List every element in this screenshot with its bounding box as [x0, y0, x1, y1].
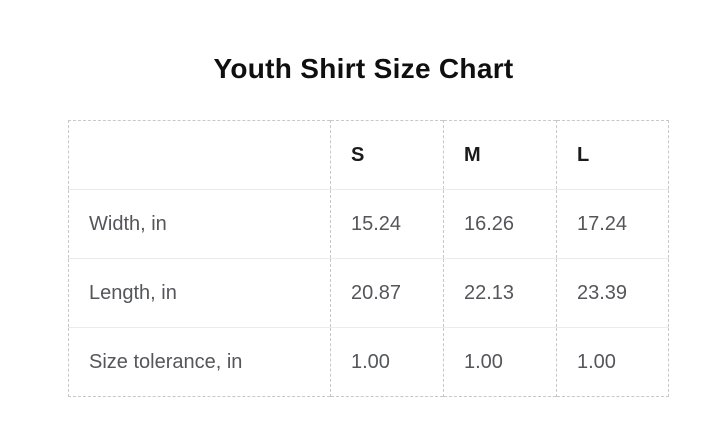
cell-tolerance-s: 1.00	[330, 327, 444, 397]
size-chart-table: S M L Width, in 15.24 16.26 17.24 Length…	[68, 120, 669, 397]
cell-tolerance-m: 1.00	[443, 327, 557, 397]
header-cell-size-s: S	[330, 120, 444, 190]
header-cell-size-m: M	[443, 120, 557, 190]
header-cell-size-l: L	[556, 120, 669, 190]
table-row-width: Width, in 15.24 16.26 17.24	[68, 189, 669, 259]
cell-width-l: 17.24	[556, 189, 669, 259]
header-cell-empty	[69, 121, 331, 190]
cell-length-l: 23.39	[556, 258, 669, 328]
cell-length-s: 20.87	[330, 258, 444, 328]
table-row-size-tolerance: Size tolerance, in 1.00 1.00 1.00	[68, 327, 669, 397]
cell-tolerance-l: 1.00	[556, 327, 669, 397]
cell-length-m: 22.13	[443, 258, 557, 328]
table-header-row: S M L	[69, 120, 669, 190]
page-title: Youth Shirt Size Chart	[213, 53, 514, 84]
row-label-length: Length, in	[89, 281, 177, 304]
cell-width-s: 15.24	[330, 189, 444, 259]
row-label-width: Width, in	[89, 212, 167, 235]
table-row-length: Length, in 20.87 22.13 23.39	[68, 258, 669, 328]
row-label-size-tolerance: Size tolerance, in	[89, 350, 243, 373]
cell-width-m: 16.26	[443, 189, 557, 259]
